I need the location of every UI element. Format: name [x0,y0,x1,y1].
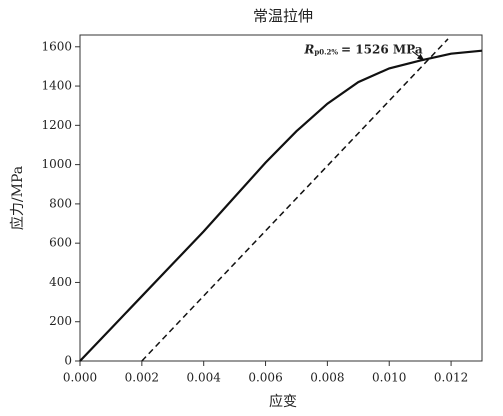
x-tick-label: 0.002 [125,371,159,385]
annotation-text: Rp0.2% = 1526 MPa [303,42,423,57]
x-tick-label: 0.010 [372,371,406,385]
chart-title: 常温拉伸 [253,7,313,25]
y-tick-label: 600 [49,236,72,250]
annotation-symbol: R [303,42,314,56]
x-tick-label: 0.000 [63,371,97,385]
annotation-subscript: p0.2% [314,47,338,56]
y-tick-label: 1600 [41,39,72,53]
x-tick-label: 0.004 [187,371,222,385]
annotation-value: = 1526 MPa [341,42,423,56]
annotation-arrow [412,50,425,61]
y-tick-label: 0 [64,354,72,368]
plot-frame [79,34,483,362]
x-tick-label: 0.012 [434,371,468,385]
y-tick-label: 800 [49,196,72,210]
offset-line [141,38,449,362]
y-tick-label: 1000 [41,157,72,171]
x-tick-label: 0.006 [248,371,282,385]
stress-strain-curve [79,49,483,362]
y-tick-label: 200 [49,314,72,328]
x-tick-label: 0.008 [310,371,344,385]
y-axis-label: 应力/MPa [9,166,26,230]
y-tick-label: 400 [49,275,72,289]
x-axis-label: 应变 [269,393,297,410]
y-tick-label: 1400 [41,79,72,93]
y-tick-label: 1200 [41,118,72,132]
